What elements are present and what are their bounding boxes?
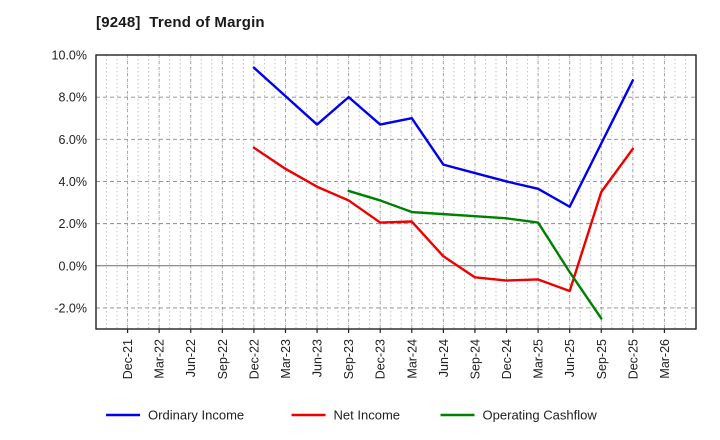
x-axis-tick-label: Dec-23 [374, 339, 388, 379]
y-axis-ticks: 10.0% 8.0% 6.0% 4.0% 2.0% 0.0% -2.0% [52, 49, 87, 316]
plot-frame [95, 54, 697, 330]
x-axis-tick-label: Mar-25 [532, 339, 546, 379]
series-line-1 [252, 146, 635, 293]
y-axis-tick-label: 6.0% [59, 133, 88, 147]
x-axis-ticks: Dec-21 Mar-22 Jun-22 Sep-22 Dec-22 Mar-23 Jun-… [121, 329, 672, 379]
x-axis-tick-label: Mar-23 [279, 339, 293, 379]
series-line-0 [252, 66, 635, 208]
x-axis-tick-label: Mar-26 [658, 339, 672, 379]
x-axis-tick-label: Jun-25 [563, 339, 577, 377]
chart-title: [9248] Trend of Margin [96, 14, 265, 31]
x-axis-tick-label: Jun-22 [184, 339, 198, 377]
minor-gridlines [106, 55, 686, 329]
legend-label: Net Income [334, 407, 400, 422]
y-axis-tick-label: 0.0% [59, 259, 88, 273]
x-axis-tick-label: Dec-25 [626, 339, 640, 379]
x-axis-tick-label: Mar-24 [405, 339, 419, 379]
y-axis-tick-label: 4.0% [59, 175, 88, 189]
y-axis-tick-label: 8.0% [59, 91, 88, 105]
x-axis-tick-label: Sep-22 [216, 339, 230, 379]
x-axis-tick-label: Dec-22 [247, 339, 261, 379]
x-axis-tick-label: Dec-24 [500, 339, 514, 379]
x-axis-tick-label: Jun-24 [437, 339, 451, 377]
y-axis-tick-label: 10.0% [52, 49, 87, 63]
x-axis-tick-label: Jun-23 [311, 339, 325, 377]
major-gridlines [96, 54, 696, 329]
series-line-2 [347, 189, 603, 320]
x-axis-tick-label: Sep-24 [468, 339, 482, 379]
x-axis-tick-label: Sep-23 [342, 339, 356, 379]
legend-label: Ordinary Income [148, 407, 244, 422]
legend-label: Operating Cashflow [483, 407, 598, 422]
x-axis-tick-label: Mar-22 [153, 339, 167, 379]
x-axis-tick-label: Dec-21 [121, 339, 135, 379]
chart-legend: Ordinary Income Net Income Operating Cashf… [106, 407, 597, 422]
y-axis-tick-label: 2.0% [59, 217, 88, 231]
series-lines [252, 66, 635, 320]
x-axis-tick-label: Sep-25 [595, 339, 609, 379]
y-axis-tick-label: -2.0% [54, 301, 87, 315]
